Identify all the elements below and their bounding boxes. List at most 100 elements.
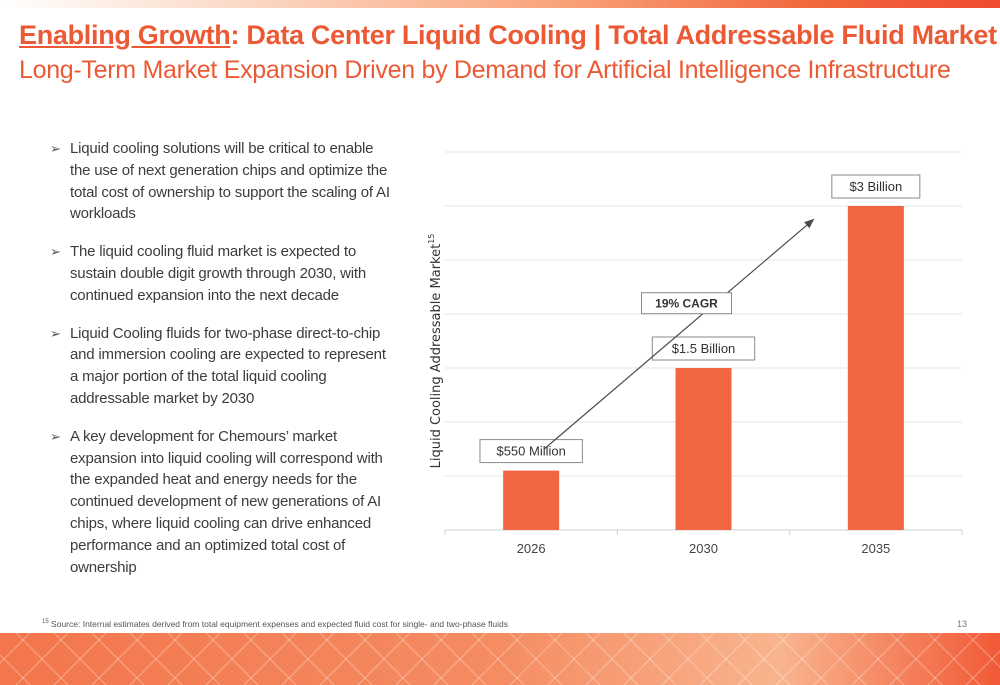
footnote-text: Source: Internal estimates derived from … (48, 619, 508, 629)
pattern-line (889, 633, 943, 685)
pattern-line (471, 633, 525, 685)
pattern-line (965, 650, 1000, 685)
data-label-2035: $3 Billion (831, 174, 921, 199)
pattern-line (167, 633, 221, 685)
pattern-line (623, 633, 677, 685)
pattern-line (319, 633, 373, 685)
x-axis-labels: 2026 2030 2035 (517, 541, 891, 556)
page-number: 13 (957, 619, 968, 629)
pattern-line (129, 633, 183, 685)
pattern-line (0, 633, 31, 664)
y-axis-label-text: Liquid Cooling Addressable Market (429, 244, 444, 469)
bullet-item: ➢ Liquid Cooling fluids for two-phase dir… (50, 323, 395, 410)
pattern-line (205, 633, 259, 685)
pattern-line (737, 633, 791, 685)
pattern-line (243, 633, 297, 685)
pattern-line (15, 633, 69, 685)
cagr-label: 19% CAGR (655, 297, 718, 311)
pattern-line (53, 633, 107, 685)
pattern-line (547, 633, 601, 685)
arrow-bullet-icon: ➢ (50, 325, 61, 341)
page-title: Enabling Growth: Data Center Liquid Cool… (19, 20, 997, 51)
pattern-line (585, 633, 639, 685)
pattern-line (91, 633, 145, 685)
cagr-arrow (543, 218, 815, 450)
pattern-line (661, 633, 715, 685)
pattern-line (927, 633, 981, 685)
cagr-annotation: 19% CAGR (641, 292, 732, 315)
pattern-line (167, 633, 221, 685)
chart-data-labels: $550 Million $1.5 Billion $3 Billion (479, 174, 921, 464)
data-label-2030: $1.5 Billion (651, 336, 756, 361)
pattern-line (319, 633, 373, 685)
pattern-line (433, 633, 487, 685)
pattern-line (699, 633, 753, 685)
pattern-line (0, 654, 31, 685)
bar-2035 (847, 206, 904, 530)
bar-2030 (675, 368, 732, 530)
pattern-line (737, 633, 791, 685)
pattern-line (851, 633, 905, 685)
data-label-text: $550 Million (496, 444, 565, 459)
pattern-line (699, 633, 753, 685)
bar-2026 (503, 470, 560, 530)
x-tick-label: 2035 (861, 541, 890, 556)
pattern-line (91, 633, 145, 685)
data-label-box (831, 174, 921, 199)
pattern-line (433, 633, 487, 685)
x-axis-tick-marks (444, 530, 963, 535)
pattern-line (243, 633, 297, 685)
top-gradient-bar (0, 0, 1000, 8)
bullet-text: The liquid cooling fluid market is expec… (70, 243, 367, 304)
source-footnote: 15 Source: Internal estimates derived fr… (42, 619, 508, 629)
data-label-box (651, 336, 756, 361)
y-axis-label-footnote-ref: 15 (427, 234, 436, 244)
bullet-item: ➢ The liquid cooling fluid market is expe… (50, 241, 395, 306)
pattern-line (509, 633, 563, 685)
x-tick-label: 2026 (517, 541, 546, 556)
data-label-box (479, 439, 583, 464)
title-colon: : (230, 20, 240, 50)
pattern-line (509, 633, 563, 685)
data-label-text: $1.5 Billion (672, 341, 736, 356)
bullet-text: Liquid cooling solutions will be critica… (70, 140, 390, 223)
pattern-line (775, 633, 829, 685)
pattern-line (129, 633, 183, 685)
data-label-text: $3 Billion (849, 179, 902, 194)
pattern-line (813, 633, 867, 685)
pattern-line (965, 633, 1000, 668)
pattern-line (851, 633, 905, 685)
pattern-line (281, 633, 335, 685)
arrow-bullet-icon: ➢ (50, 141, 61, 156)
data-label-2026: $550 Million (479, 439, 583, 464)
bullet-text: Liquid Cooling fluids for two-phase dire… (70, 324, 386, 407)
arrow-bullet-icon: ➢ (50, 244, 61, 260)
pattern-line (395, 633, 449, 685)
footnote-number: 15 (42, 619, 49, 626)
pattern-line (927, 633, 981, 685)
pattern-line (623, 633, 677, 685)
pattern-line (53, 633, 107, 685)
pattern-line (395, 633, 449, 685)
pattern-line (471, 633, 525, 685)
bullet-text: A key development for Chemours’ market e… (70, 427, 383, 576)
pattern-line (357, 633, 411, 685)
arrow-bullet-icon: ➢ (50, 428, 61, 444)
title-prefix: Enabling Growth (19, 20, 231, 50)
cagr-label-box (641, 292, 732, 315)
pattern-line (547, 633, 601, 685)
bullet-item: ➢ Liquid cooling solutions will be critic… (50, 138, 395, 225)
bullet-item: ➢ A key development for Chemours’ market … (50, 426, 395, 579)
bullet-list: ➢ Liquid cooling solutions will be critic… (50, 138, 395, 594)
x-tick-label: 2030 (689, 541, 718, 556)
pattern-line (281, 633, 335, 685)
y-axis-label: Liquid Cooling Addressable Market15 (427, 234, 444, 469)
diamond-pattern (0, 633, 1000, 685)
decorative-bottom-band (0, 633, 1000, 685)
pattern-line (813, 633, 867, 685)
chart-bars (503, 206, 904, 530)
pattern-line (585, 633, 639, 685)
pattern-line (889, 633, 943, 685)
page-subtitle: Long-Term Market Expansion Driven by Dem… (19, 56, 951, 84)
pattern-line (775, 633, 829, 685)
